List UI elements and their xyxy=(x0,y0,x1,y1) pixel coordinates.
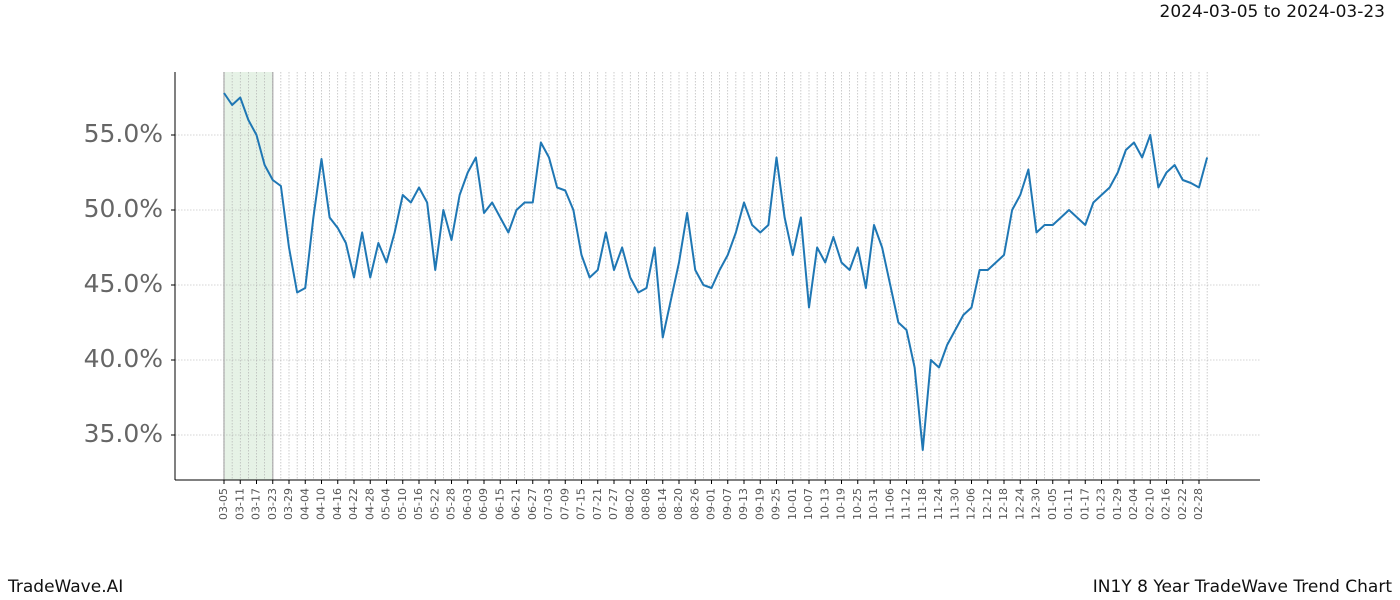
x-tick-label: 02-28 xyxy=(1192,488,1205,520)
x-tick-label: 12-12 xyxy=(981,488,994,520)
x-tick-label: 06-15 xyxy=(493,488,506,520)
footer-left: TradeWave.AI xyxy=(7,577,123,597)
x-tick-label: 06-21 xyxy=(510,488,523,520)
x-tick-label: 05-04 xyxy=(380,488,393,520)
x-tick-label: 09-19 xyxy=(753,488,766,520)
series-line xyxy=(223,92,1209,451)
x-tick-label: 10-25 xyxy=(851,488,864,520)
x-tick-label: 08-20 xyxy=(672,488,685,520)
x-tick-label: 09-13 xyxy=(737,488,750,520)
x-tick-label: 01-11 xyxy=(1062,488,1075,520)
x-tick-label: 05-16 xyxy=(412,488,425,520)
x-tick-label: 09-01 xyxy=(705,488,718,520)
y-tick-label: 35.0% xyxy=(84,419,163,448)
y-tick-label: 50.0% xyxy=(84,194,163,223)
x-tick-label: 01-23 xyxy=(1095,488,1108,520)
x-tick-label: 10-01 xyxy=(786,488,799,520)
x-tick-label: 04-22 xyxy=(347,488,360,520)
footer-right: IN1Y 8 Year TradeWave Trend Chart xyxy=(1093,577,1393,597)
x-tick-label: 03-29 xyxy=(282,488,295,520)
x-tick-label: 08-08 xyxy=(640,488,653,520)
x-tick-label: 12-06 xyxy=(965,488,978,520)
x-tick-label: 09-07 xyxy=(721,488,734,520)
x-tick-label: 06-03 xyxy=(461,488,474,520)
y-tick-label: 45.0% xyxy=(84,269,163,298)
x-tick-label: 08-02 xyxy=(623,488,636,520)
x-tick-label: 11-24 xyxy=(932,488,945,520)
x-tick-label: 12-18 xyxy=(997,488,1010,520)
x-tick-label: 11-06 xyxy=(883,488,896,520)
x-tick-label: 03-11 xyxy=(233,488,246,520)
x-tick-label: 10-13 xyxy=(818,488,831,520)
x-tick-label: 04-04 xyxy=(298,488,311,520)
x-tick-label: 06-27 xyxy=(526,488,539,520)
x-tick-label: 04-16 xyxy=(331,488,344,520)
y-tick-label: 40.0% xyxy=(84,344,163,373)
x-tick-label: 09-25 xyxy=(770,488,783,520)
x-tick-label: 01-05 xyxy=(1046,488,1059,520)
x-tick-label: 08-14 xyxy=(656,488,669,520)
x-tick-label: 06-09 xyxy=(477,488,490,520)
x-tick-label: 03-17 xyxy=(250,488,263,520)
x-tick-label: 05-28 xyxy=(445,488,458,520)
x-tick-label: 02-10 xyxy=(1143,488,1156,520)
x-tick-label: 12-24 xyxy=(1013,488,1026,520)
x-tick-label: 12-30 xyxy=(1030,488,1043,520)
y-tick-label: 55.0% xyxy=(84,119,163,148)
x-tick-label: 11-30 xyxy=(948,488,961,520)
x-tick-label: 11-12 xyxy=(900,488,913,520)
x-tick-label: 02-04 xyxy=(1127,488,1140,520)
x-tick-label: 03-23 xyxy=(266,488,279,520)
x-tick-label: 07-27 xyxy=(607,488,620,520)
x-tick-label: 01-17 xyxy=(1078,488,1091,520)
x-tick-label: 05-10 xyxy=(396,488,409,520)
x-tick-label: 07-03 xyxy=(542,488,555,520)
x-tick-label: 01-29 xyxy=(1111,488,1124,520)
x-tick-label: 07-09 xyxy=(558,488,571,520)
x-tick-label: 10-07 xyxy=(802,488,815,520)
x-tick-label: 02-22 xyxy=(1176,488,1189,520)
x-tick-label: 07-21 xyxy=(591,488,604,520)
x-tick-label: 02-16 xyxy=(1160,488,1173,520)
x-tick-label: 07-15 xyxy=(575,488,588,520)
x-tick-label: 11-18 xyxy=(916,488,929,520)
x-tick-label: 05-22 xyxy=(428,488,441,520)
x-tick-label: 03-05 xyxy=(217,488,230,520)
chart-title: 2024-03-05 to 2024-03-23 xyxy=(1160,2,1385,22)
x-tick-label: 10-31 xyxy=(867,488,880,520)
x-tick-label: 04-28 xyxy=(363,488,376,520)
x-tick-label: 04-10 xyxy=(315,488,328,520)
x-tick-label: 08-26 xyxy=(688,488,701,520)
x-tick-label: 10-19 xyxy=(835,488,848,520)
